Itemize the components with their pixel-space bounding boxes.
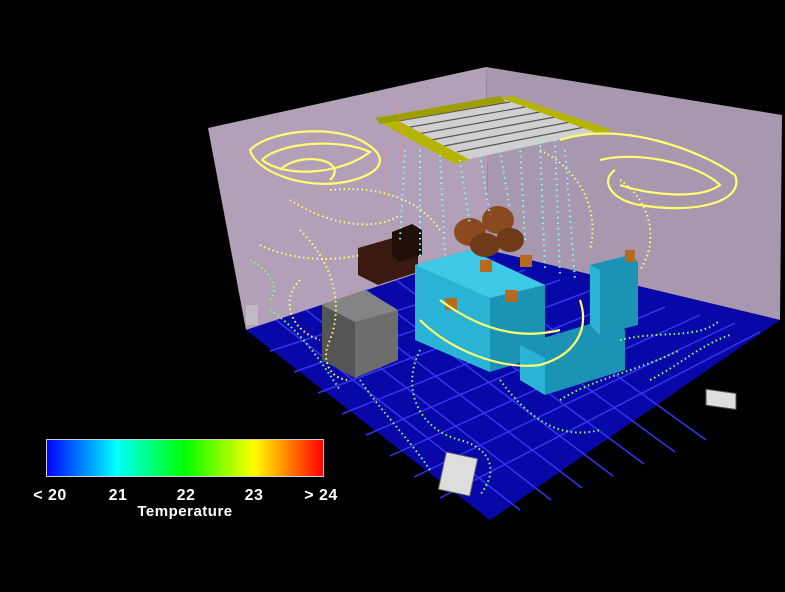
legend-title: Temperature — [137, 503, 233, 520]
wall-vent-left — [246, 305, 258, 325]
wall-vent-right — [705, 388, 737, 411]
grey-cabinet — [322, 290, 398, 378]
heat-domes — [454, 206, 524, 257]
temperature-legend: < 20 21 22 23 > 24 Temperature — [33, 437, 340, 537]
streamlines-warm-dotted — [259, 149, 652, 381]
orange-units — [445, 250, 635, 310]
streamlines-mid — [249, 259, 731, 496]
streamlines-cool — [399, 139, 576, 281]
legend-tick-3: 23 — [244, 487, 264, 504]
legend-tick-2: 22 — [176, 487, 196, 504]
streamlines-hot — [384, 99, 404, 200]
ceiling-diffuser — [375, 96, 612, 164]
floor-vent-front — [437, 451, 479, 497]
color-scale-bar — [46, 439, 324, 477]
streamlines-warm — [248, 130, 738, 367]
legend-tick-1: 21 — [108, 487, 128, 504]
legend-tick-4: > 24 — [304, 487, 338, 504]
legend-tick-0: < 20 — [33, 487, 67, 504]
